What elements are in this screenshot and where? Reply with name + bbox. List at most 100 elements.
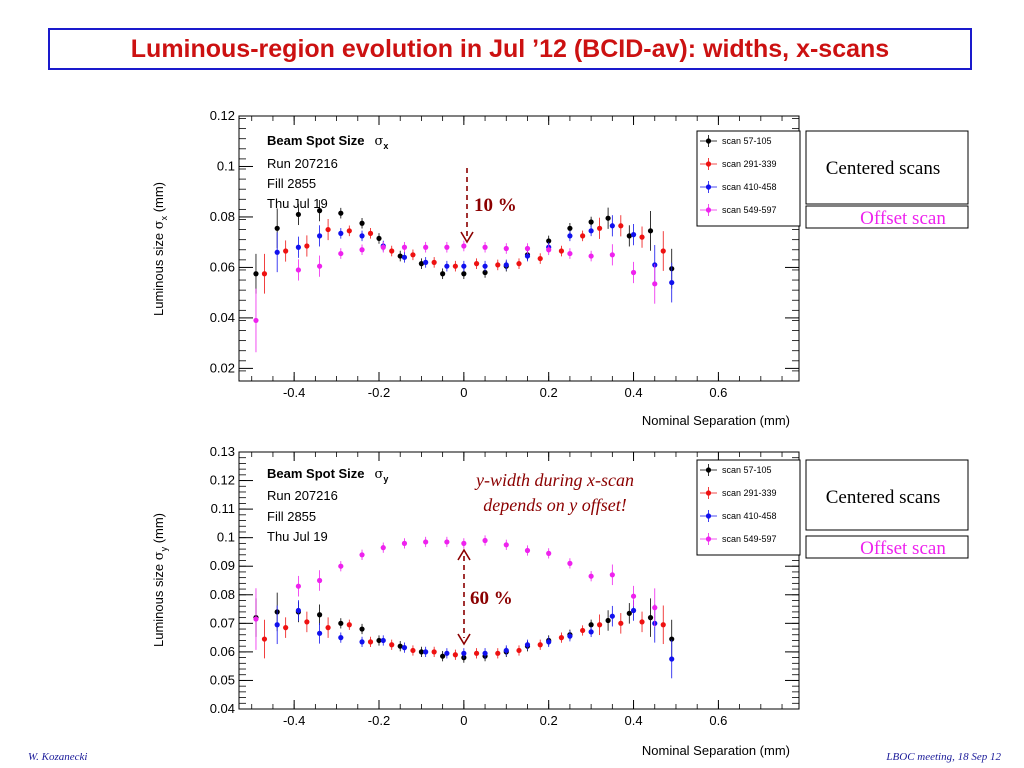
data-point <box>461 538 467 549</box>
data-point <box>338 228 344 239</box>
data-point <box>295 259 301 281</box>
x-tick-label: 0.4 <box>625 713 643 728</box>
marker <box>367 230 374 236</box>
marker <box>359 233 365 239</box>
marker <box>376 235 382 242</box>
marker <box>295 583 301 589</box>
marker <box>495 262 501 268</box>
info-subscript: y <box>383 474 388 484</box>
axes: -0.4 -0.2 0 0.2 0.4 0.6 0.04 0.05 0.06 0.07 0.08 0.… <box>210 444 799 728</box>
info-symbol: σ <box>375 467 384 482</box>
marker <box>546 238 552 244</box>
centered-scans-box <box>805 459 969 531</box>
marker <box>605 215 611 221</box>
data-point <box>630 224 637 246</box>
y-axis-unit: (mm) <box>151 513 166 547</box>
data-point <box>639 611 645 633</box>
data-point <box>317 604 323 626</box>
y-axis-label: Luminous size σy (mm) <box>151 513 169 647</box>
info-date: Thu Jul 19 <box>267 196 328 211</box>
data-point <box>380 241 386 253</box>
data-point <box>444 260 450 272</box>
marker <box>482 650 488 656</box>
data-point <box>452 649 458 660</box>
data-point <box>397 641 403 652</box>
slide-title-box: Luminous-region evolution in Jul ’12 (BC… <box>48 28 972 70</box>
marker <box>338 250 344 257</box>
data-point <box>524 639 531 650</box>
marker <box>295 211 301 218</box>
marker <box>558 635 565 641</box>
data-point <box>588 571 594 582</box>
marker <box>317 263 323 269</box>
marker <box>295 607 301 614</box>
marker <box>567 633 573 639</box>
marker <box>482 263 488 269</box>
marker <box>516 261 522 267</box>
data-point <box>630 585 637 607</box>
data-point <box>669 639 675 679</box>
annotation-arrow-head <box>460 231 474 244</box>
x-tick-label: -0.2 <box>368 713 390 728</box>
y-tick-label: 0.1 <box>217 158 235 173</box>
marker <box>359 626 365 632</box>
data-point <box>401 642 408 653</box>
marker <box>580 233 586 239</box>
marker <box>482 244 488 250</box>
data-point <box>630 261 637 284</box>
data-point <box>367 636 374 648</box>
marker <box>630 232 637 238</box>
marker <box>401 645 408 651</box>
data-point <box>274 232 280 273</box>
marker <box>444 539 450 545</box>
data-point <box>647 210 654 251</box>
data-point <box>283 617 289 638</box>
legend-label: scan 549-597 <box>722 205 777 215</box>
legend-label: scan 291-339 <box>722 159 777 169</box>
marker <box>359 639 365 645</box>
marker <box>639 619 645 625</box>
data-point <box>295 236 301 258</box>
x-tick-label: -0.4 <box>283 713 305 728</box>
legend-marker <box>705 161 712 167</box>
marker <box>317 577 323 584</box>
marker <box>660 248 666 254</box>
marker <box>588 219 594 225</box>
data-point <box>452 260 458 272</box>
marker <box>524 253 531 259</box>
offset-scan-label: Offset scan <box>860 208 946 229</box>
info-run: Run 207216 <box>267 156 338 171</box>
marker <box>304 243 310 249</box>
marker <box>524 245 531 252</box>
legend-entry: scan 549-597 <box>700 533 777 545</box>
data-point <box>283 240 289 262</box>
data-point <box>473 258 480 269</box>
data-point <box>524 243 531 254</box>
data-point <box>444 648 450 659</box>
marker <box>317 233 323 239</box>
data-point <box>618 613 624 634</box>
marker <box>495 650 501 656</box>
y-tick-label: 0.08 <box>210 209 235 224</box>
data-point <box>461 240 467 252</box>
marker <box>431 649 437 655</box>
x-tick-label: 0.2 <box>540 385 558 400</box>
marker <box>283 625 289 631</box>
data-point <box>367 228 374 239</box>
data-point <box>503 243 509 254</box>
offset-scan-box <box>805 205 969 229</box>
data-point <box>338 632 344 643</box>
info-fill: Fill 2855 <box>267 176 316 191</box>
data-point <box>253 588 259 650</box>
legend-entry: scan 291-339 <box>700 487 777 499</box>
data-point <box>567 631 573 642</box>
marker <box>609 252 615 258</box>
y-tick-label: 0.09 <box>210 558 235 573</box>
y-tick-label: 0.07 <box>210 615 235 630</box>
marker <box>630 593 637 599</box>
data-point <box>431 646 437 658</box>
data-point <box>482 241 488 253</box>
marker <box>338 635 344 641</box>
data-point <box>669 262 675 303</box>
data-point <box>346 225 352 237</box>
